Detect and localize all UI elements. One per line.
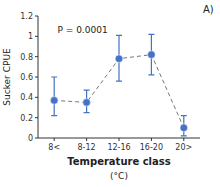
x-axis-label: Temperature class: [67, 156, 170, 167]
y-tick-label: 1.2: [20, 12, 33, 21]
annotation: P = 0.0001: [57, 25, 107, 35]
y-tick: [35, 16, 38, 17]
point: [180, 124, 188, 132]
y-tick: [35, 138, 38, 139]
chart: 0 0.2 0.4 0.6 0.8 1 1.2 8< 8-12 12-16 16-20 20> Suck…: [0, 0, 220, 187]
point: [83, 99, 91, 107]
y-tick: [35, 117, 38, 118]
point: [148, 51, 156, 59]
marks: [50, 34, 187, 136]
y-tick: [35, 97, 38, 98]
y-tick-label: 0: [28, 134, 33, 143]
y-tick-label: 0.4: [20, 93, 33, 102]
x-tick-label: 8-12: [78, 143, 96, 152]
point: [50, 97, 58, 105]
x-tick-label: 8<: [48, 143, 60, 152]
connecting-line: [54, 55, 184, 128]
y-axis-label: Sucker CPUE: [2, 48, 12, 106]
x-tick-label: 20>: [175, 143, 192, 152]
x-tick: [151, 138, 152, 141]
y-tick: [35, 56, 38, 57]
x-tick: [54, 138, 55, 141]
x-tick: [86, 138, 87, 141]
y-tick: [35, 77, 38, 78]
y-tick-label: 0.6: [20, 73, 33, 82]
point: [115, 55, 123, 63]
y-tick-label: 0.8: [20, 53, 33, 62]
chart-container: 0 0.2 0.4 0.6 0.8 1 1.2 8< 8-12 12-16 16-20 20> Suck…: [0, 0, 220, 187]
y-tick-label: 1: [28, 32, 33, 41]
x-tick: [119, 138, 120, 141]
x-axis-label-unit: (°C): [110, 171, 128, 181]
x-tick: [183, 138, 184, 141]
x-tick-label: 16-20: [140, 143, 163, 152]
y-tick-label: 0.2: [20, 114, 33, 123]
y-tick: [35, 36, 38, 37]
panel-label: A): [203, 4, 214, 15]
x-tick-label: 12-16: [107, 143, 130, 152]
